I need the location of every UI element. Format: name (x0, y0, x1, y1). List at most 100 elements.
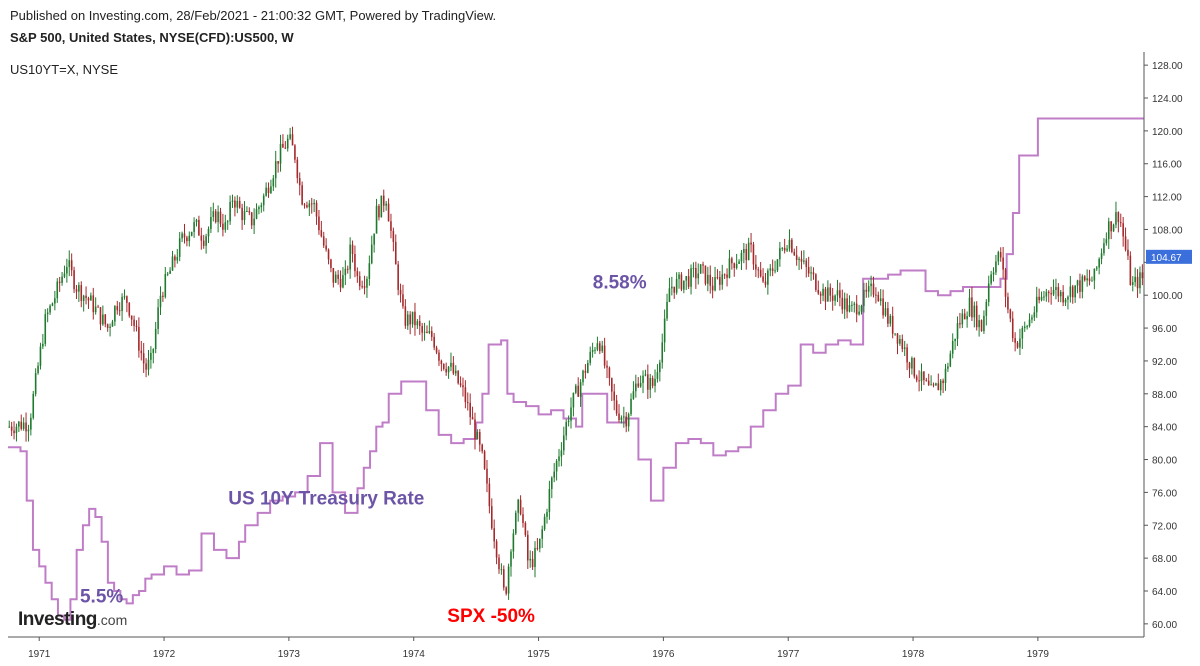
candle-body (1095, 267, 1098, 269)
candle-body (318, 216, 320, 231)
candle-body (966, 316, 968, 320)
candle-body (495, 541, 498, 558)
candle-body (198, 219, 200, 236)
candle-body (565, 422, 568, 436)
candle-body (399, 289, 402, 295)
candle-body (762, 276, 764, 282)
candle-body (524, 523, 527, 535)
candle-body (478, 432, 481, 445)
candle-body (390, 221, 392, 231)
y-tick-label: 108.00 (1152, 225, 1183, 236)
candle-body (570, 407, 572, 421)
candle-body (1031, 317, 1033, 320)
y-tick-label: 68.00 (1152, 554, 1177, 565)
candle-body (863, 289, 865, 306)
candle-body (740, 252, 743, 262)
candle-body (779, 248, 781, 260)
candle-body (265, 187, 267, 196)
candle-body (887, 308, 889, 324)
candle-body (447, 366, 450, 373)
candle-body (891, 315, 894, 334)
candle-body (442, 363, 445, 369)
candle-body (1038, 296, 1040, 301)
candle-body (858, 311, 860, 315)
candle-body (404, 306, 407, 326)
candle-body (51, 303, 54, 306)
candle-body (642, 375, 644, 383)
candle-body (867, 286, 870, 292)
candle-body (702, 264, 704, 266)
candle-body (75, 289, 78, 292)
candle-body (387, 203, 390, 222)
candle-body (841, 297, 844, 310)
candle-body (1026, 326, 1028, 328)
candle-body (591, 349, 594, 352)
candle-body (1035, 296, 1038, 313)
candle-body (577, 385, 580, 397)
candle-body (142, 353, 145, 364)
candle-body (190, 231, 193, 236)
candle-body (286, 138, 289, 149)
candle-body (920, 371, 923, 382)
candle-body (435, 347, 438, 353)
candle-body (346, 268, 349, 270)
chart-annotation: SPX -50% (447, 606, 535, 627)
candle-body (843, 298, 846, 310)
candle-body (889, 315, 892, 324)
chart-annotation: 5.5% (80, 586, 123, 607)
candle-body (246, 210, 248, 212)
candle-body (1124, 236, 1127, 250)
candle-body (923, 371, 925, 380)
candle-body (901, 338, 904, 349)
candle-body (20, 421, 23, 429)
candle-body (289, 134, 291, 139)
candle-body (954, 338, 956, 341)
candle-body (392, 230, 395, 242)
candle-body (411, 311, 414, 325)
candle-body (250, 212, 253, 226)
candle-body (274, 161, 277, 179)
candle-body (584, 370, 587, 373)
candle-body (342, 275, 344, 288)
rate-series (8, 117, 1144, 621)
candle-body (406, 314, 409, 326)
candle-body (138, 326, 140, 351)
candle-body (1007, 296, 1009, 310)
candle-body (39, 346, 42, 366)
candle-body (956, 323, 959, 339)
candle-body (414, 311, 416, 326)
candle-body (450, 362, 452, 367)
candle-body (795, 255, 798, 261)
candle-body (502, 569, 505, 588)
candle-body (834, 295, 836, 301)
candle-body (370, 244, 373, 264)
candle-body (1103, 243, 1105, 254)
candle-body (517, 499, 519, 513)
candle-body (1067, 296, 1069, 300)
candle-body (433, 336, 435, 348)
candle-body (1091, 280, 1093, 282)
candle-body (733, 263, 736, 269)
candle-body (1069, 286, 1072, 297)
candle-body (596, 343, 599, 350)
candle-body (1021, 328, 1024, 339)
candle-body (1071, 286, 1074, 298)
candle-body (656, 372, 659, 379)
candle-body (531, 558, 534, 567)
candle-body (783, 247, 786, 251)
candle-body (483, 451, 486, 469)
candle-body (546, 511, 548, 517)
candle-body (915, 376, 918, 381)
candle-body (118, 310, 121, 312)
candle-body (894, 333, 896, 335)
candle-body (262, 195, 265, 206)
candle-body (1081, 276, 1084, 292)
candle-body (337, 274, 339, 279)
candle-body (1079, 280, 1081, 292)
rate-line (8, 117, 1144, 621)
candle-body (608, 367, 611, 379)
candle-body (1098, 258, 1100, 268)
candle-body (296, 159, 299, 179)
candle-body (114, 306, 116, 322)
